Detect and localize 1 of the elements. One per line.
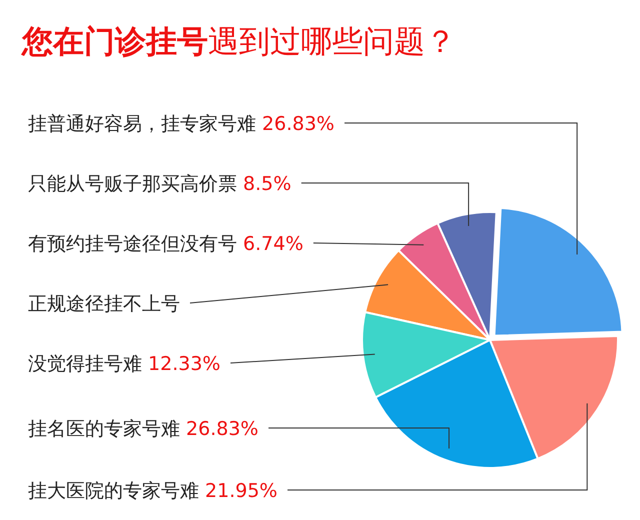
title: 您在门诊挂号遇到过哪些问题？ (22, 24, 456, 60)
